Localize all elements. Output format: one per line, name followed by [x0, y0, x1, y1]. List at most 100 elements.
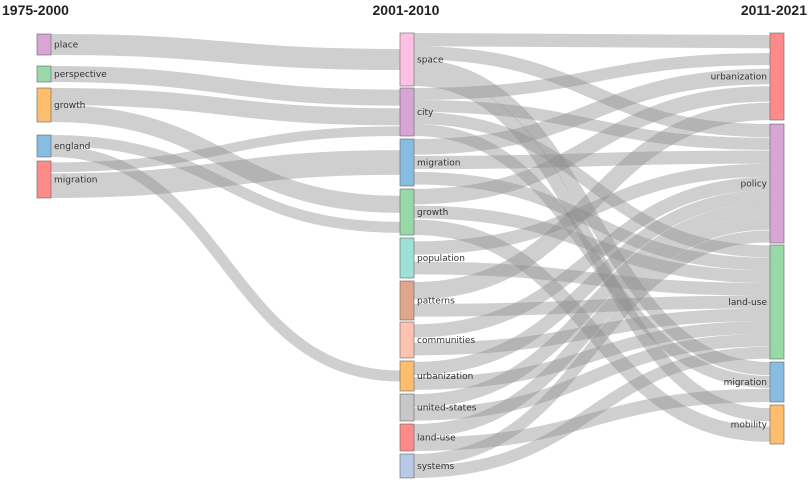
flow-space-to-migration: [413, 59, 771, 376]
flow-city-to-urbanization: [413, 53, 771, 100]
period-header-1975-2000: 1975-2000: [2, 2, 69, 18]
node-bar-c1-urbanization[interactable]: [399, 360, 415, 392]
node-label-c2-policy: policy: [741, 180, 768, 190]
node-c1-land-use[interactable]: land-use: [399, 423, 456, 452]
flow-growth-to-growth: [50, 105, 401, 213]
node-c0-england[interactable]: england: [36, 134, 90, 158]
node-label-c0-england: england: [54, 142, 90, 152]
node-label-c2-mobility: mobility: [731, 421, 768, 431]
node-bar-c1-united-states[interactable]: [399, 393, 415, 422]
node-label-c1-united-states: united-states: [417, 404, 477, 414]
node-bar-c1-communities[interactable]: [399, 321, 415, 359]
flow-city-to-policy: [413, 100, 771, 150]
node-bar-c0-england[interactable]: [36, 134, 52, 158]
node-label-c0-perspective: perspective: [54, 70, 107, 80]
node-c1-city[interactable]: city: [399, 87, 434, 137]
flow-city-to-migration: [413, 124, 771, 388]
node-label-c1-space: space: [417, 56, 444, 66]
node-bar-c1-population[interactable]: [399, 237, 415, 279]
flow-urbanization-to-policy: [413, 190, 771, 376]
node-c1-growth[interactable]: growth: [399, 188, 448, 236]
node-c2-migration[interactable]: migration: [724, 361, 785, 403]
node-label-c0-migration: migration: [54, 176, 97, 186]
node-label-c0-place: place: [54, 41, 79, 51]
node-bar-c0-migration[interactable]: [36, 160, 52, 199]
node-c1-population[interactable]: population: [399, 237, 465, 279]
node-bar-c2-policy[interactable]: [769, 123, 785, 244]
node-bar-c1-growth[interactable]: [399, 188, 415, 236]
flow-migration-to-migration: [50, 150, 401, 199]
flow-place-to-space: [50, 34, 401, 70]
flow-land-use-to-policy: [413, 216, 771, 438]
node-c0-migration[interactable]: migration: [36, 160, 97, 199]
flow-england-to-urbanization: [50, 146, 401, 382]
period-headers: 1975-2000 2001-2010 2011-2021: [2, 2, 807, 18]
node-label-c2-urbanization: urbanization: [711, 73, 767, 83]
node-bar-c2-land-use[interactable]: [769, 244, 785, 360]
flow-land-use-to-migration: [413, 388, 771, 451]
node-bar-c2-urbanization[interactable]: [769, 32, 785, 121]
node-label-c1-land-use: land-use: [417, 434, 456, 444]
topic-nodes: place perspective growth england migration sp…: [36, 32, 785, 479]
flow-growth-to-city: [50, 88, 401, 126]
node-bar-c0-growth[interactable]: [36, 87, 52, 123]
flow-patterns-to-land-use: [413, 295, 771, 317]
flow-space-to-policy: [413, 46, 771, 138]
flow-population-to-land-use: [413, 261, 771, 296]
period-header-2011-2021: 2011-2021: [741, 2, 807, 18]
node-bar-c2-mobility[interactable]: [769, 404, 785, 445]
flow-perspective-to-city: [50, 66, 401, 106]
node-c2-urbanization[interactable]: urbanization: [711, 32, 785, 121]
node-label-c1-systems: systems: [417, 462, 455, 472]
node-c2-land-use[interactable]: land-use: [728, 244, 785, 360]
node-bar-c1-patterns[interactable]: [399, 280, 415, 321]
node-c2-policy[interactable]: policy: [741, 123, 785, 244]
node-c0-growth[interactable]: growth: [36, 87, 85, 123]
node-bar-c1-migration[interactable]: [399, 138, 415, 187]
flow-patterns-to-urbanization: [413, 102, 771, 300]
node-label-c2-land-use: land-use: [728, 298, 767, 308]
node-c2-mobility[interactable]: mobility: [731, 404, 785, 445]
node-bar-c1-systems[interactable]: [399, 453, 415, 479]
node-bar-c1-land-use[interactable]: [399, 423, 415, 452]
node-label-c1-growth: growth: [417, 208, 448, 218]
node-c1-united-states[interactable]: united-states: [399, 393, 477, 422]
flow-growth-to-mobility: [413, 219, 771, 442]
node-c1-systems[interactable]: systems: [399, 453, 455, 479]
node-label-c1-migration: migration: [417, 159, 460, 169]
flow-migration-to-policy: [413, 150, 771, 170]
flow-migration-to-urbanization: [413, 68, 771, 155]
node-label-c1-patterns: patterns: [417, 297, 455, 307]
node-label-c0-growth: growth: [54, 101, 85, 111]
flow-migration-to-city: [50, 126, 401, 172]
flow-city-to-land-use: [413, 112, 771, 258]
flow-communities-to-policy: [413, 176, 771, 338]
flow-growth-to-urbanization: [413, 86, 771, 205]
node-c1-urbanization[interactable]: urbanization: [399, 360, 473, 392]
node-c1-patterns[interactable]: patterns: [399, 280, 455, 321]
node-bar-c1-city[interactable]: [399, 87, 415, 137]
node-c0-perspective[interactable]: perspective: [36, 65, 107, 83]
flow-communities-to-land-use: [413, 308, 771, 356]
node-label-c1-urbanization: urbanization: [417, 372, 473, 382]
flow-links: [50, 33, 771, 478]
node-c0-place[interactable]: place: [36, 33, 79, 56]
flow-england-to-growth: [50, 135, 401, 233]
node-c1-space[interactable]: space: [399, 32, 444, 87]
flow-migration-to-land-use: [413, 171, 771, 271]
flow-systems-to-land-use: [413, 346, 771, 478]
node-c1-migration[interactable]: migration: [399, 138, 460, 187]
flow-systems-to-policy: [413, 230, 771, 466]
flow-population-to-policy: [413, 163, 771, 255]
node-bar-c1-space[interactable]: [399, 32, 415, 87]
node-bar-c0-place[interactable]: [36, 33, 52, 56]
flow-united-states-to-policy: [413, 203, 771, 408]
flow-united-states-to-land-use: [413, 333, 771, 421]
node-bar-c0-perspective[interactable]: [36, 65, 52, 83]
period-header-2001-2010: 2001-2010: [373, 2, 440, 18]
node-label-c1-city: city: [417, 108, 434, 118]
node-c1-communities[interactable]: communities: [399, 321, 475, 359]
node-label-c1-communities: communities: [417, 336, 475, 346]
node-bar-c2-migration[interactable]: [769, 361, 785, 403]
